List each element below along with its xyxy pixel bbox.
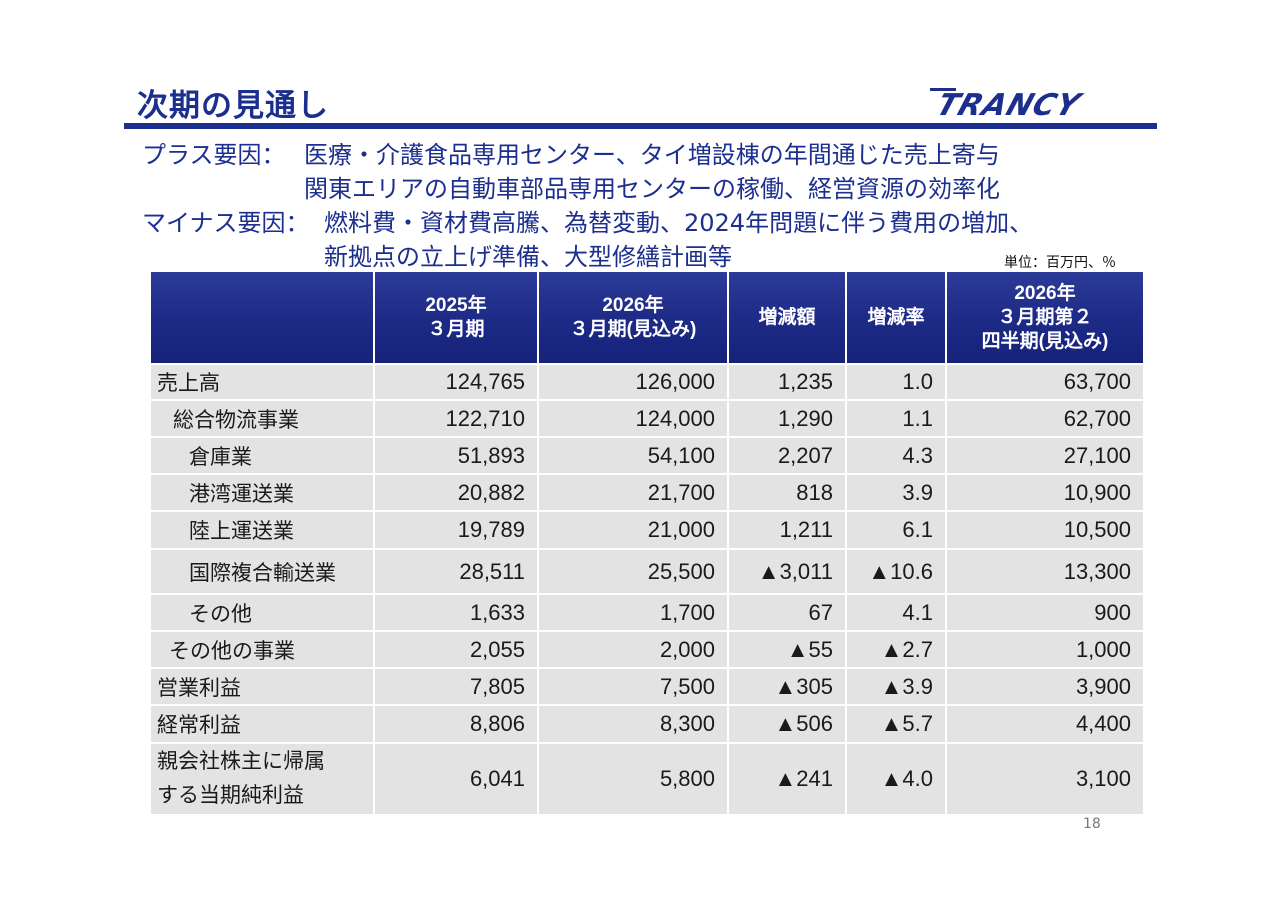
cell-value: 124,000	[537, 399, 729, 438]
cell-value: 1,211	[727, 510, 847, 550]
cell-value: 10,900	[945, 473, 1145, 512]
row-label: その他	[149, 593, 375, 632]
minus-factor-text-2: 新拠点の立上げ準備、大型修繕計画等	[324, 243, 732, 271]
cell-value: 2,055	[373, 630, 539, 669]
cell-value: 1,633	[373, 593, 539, 632]
table-row-warehouse: 倉庫業 51,893 54,100 2,207 4.3 27,100	[149, 436, 1145, 475]
unit-note: 単位：百万円、％	[1004, 255, 1116, 271]
cell-value: 1,700	[537, 593, 729, 632]
cell-value: 54,100	[537, 436, 729, 475]
row-label: 国際複合輸送業	[149, 548, 375, 595]
cell-value: 2,207	[727, 436, 847, 475]
svg-text:TRANCY: TRANCY	[932, 88, 1087, 120]
plus-factor-label: プラス要因：	[142, 141, 286, 169]
table-row-intl-multimodal: 国際複合輸送業 28,511 25,500 ▲3,011 ▲10.6 13,30…	[149, 548, 1145, 595]
cell-value: 4,400	[945, 704, 1145, 744]
cell-value: 62,700	[945, 399, 1145, 438]
table-row-other: その他 1,633 1,700 67 4.1 900	[149, 593, 1145, 632]
row-label: 売上高	[149, 363, 375, 401]
row-label: 総合物流事業	[149, 399, 375, 438]
title-rule	[124, 123, 1157, 129]
cell-value: 6,041	[373, 742, 539, 816]
cell-value: 6.1	[845, 510, 947, 550]
cell-value: 25,500	[537, 548, 729, 595]
header-q2-forecast: 2026年 ３月期第２ 四半期(見込み)	[945, 272, 1145, 364]
forecast-table: 2025年 ３月期 2026年 ３月期(見込み) 増減額 増減率 2026年 ３…	[149, 272, 1145, 816]
cell-value: ▲2.7	[845, 630, 947, 669]
cell-value: 21,000	[537, 510, 729, 550]
row-label: 親会社株主に帰属 する当期純利益	[149, 742, 375, 816]
header-label-col	[149, 272, 375, 364]
cell-value: 8,300	[537, 704, 729, 744]
cell-value: 4.3	[845, 436, 947, 475]
cell-value: 818	[727, 473, 847, 512]
cell-value: 3.9	[845, 473, 947, 512]
cell-value: 21,700	[537, 473, 729, 512]
table-row-land-transport: 陸上運送業 19,789 21,000 1,211 6.1 10,500	[149, 510, 1145, 550]
table-row-logistics: 総合物流事業 122,710 124,000 1,290 1.1 62,700	[149, 399, 1145, 438]
cell-value: 19,789	[373, 510, 539, 550]
cell-value: ▲4.0	[845, 742, 947, 816]
minus-factor-text-1: 燃料費・資材費高騰、為替変動、2024年問題に伴う費用の増加、	[324, 209, 1034, 237]
row-label: 経常利益	[149, 704, 375, 744]
cell-value: 1.0	[845, 363, 947, 401]
table-row-port-transport: 港湾運送業 20,882 21,700 818 3.9 10,900	[149, 473, 1145, 512]
cell-value: ▲506	[727, 704, 847, 744]
row-label: 港湾運送業	[149, 473, 375, 512]
cell-value: 124,765	[373, 363, 539, 401]
table-header-row: 2025年 ３月期 2026年 ３月期(見込み) 増減額 増減率 2026年 ３…	[149, 272, 1145, 364]
cell-value: 3,900	[945, 667, 1145, 706]
cell-value: 7,500	[537, 667, 729, 706]
cell-value: 7,805	[373, 667, 539, 706]
header-fy2026-forecast: 2026年 ３月期(見込み)	[537, 272, 729, 364]
cell-value: 28,511	[373, 548, 539, 595]
cell-value: 900	[945, 593, 1145, 632]
cell-value: 27,100	[945, 436, 1145, 475]
table-row-sales: 売上高 124,765 126,000 1,235 1.0 63,700	[149, 363, 1145, 401]
row-label: 陸上運送業	[149, 510, 375, 550]
trancy-logo: TRANCY	[930, 88, 1087, 120]
row-label: 倉庫業	[149, 436, 375, 475]
cell-value: ▲241	[727, 742, 847, 816]
cell-value: ▲3.9	[845, 667, 947, 706]
header-change-rate: 増減率	[845, 272, 947, 364]
cell-value: 13,300	[945, 548, 1145, 595]
cell-value: 1,290	[727, 399, 847, 438]
cell-value: ▲3,011	[727, 548, 847, 595]
cell-value: ▲55	[727, 630, 847, 669]
header-fy2025: 2025年 ３月期	[373, 272, 539, 364]
row-label: 営業利益	[149, 667, 375, 706]
row-label: その他の事業	[149, 630, 375, 669]
cell-value: 1,235	[727, 363, 847, 401]
cell-value: 20,882	[373, 473, 539, 512]
cell-value: 10,500	[945, 510, 1145, 550]
cell-value: 2,000	[537, 630, 729, 669]
table-row-net-profit: 親会社株主に帰属 する当期純利益 6,041 5,800 ▲241 ▲4.0 3…	[149, 742, 1145, 816]
plus-factor-text-2: 関東エリアの自動車部品専用センターの稼働、経営資源の効率化	[304, 175, 1000, 203]
cell-value: 1,000	[945, 630, 1145, 669]
cell-value: 67	[727, 593, 847, 632]
table-row-operating-profit: 営業利益 7,805 7,500 ▲305 ▲3.9 3,900	[149, 667, 1145, 706]
cell-value: 5,800	[537, 742, 729, 816]
header-change-amount: 増減額	[727, 272, 847, 364]
cell-value: 8,806	[373, 704, 539, 744]
cell-value: 63,700	[945, 363, 1145, 401]
cell-value: ▲10.6	[845, 548, 947, 595]
cell-value: ▲305	[727, 667, 847, 706]
cell-value: 4.1	[845, 593, 947, 632]
cell-value: 3,100	[945, 742, 1145, 816]
cell-value: ▲5.7	[845, 704, 947, 744]
minus-factor-label: マイナス要因：	[142, 209, 310, 237]
cell-value: 1.1	[845, 399, 947, 438]
cell-value: 126,000	[537, 363, 729, 401]
page-number: 18	[1083, 816, 1101, 832]
cell-value: 51,893	[373, 436, 539, 475]
page-title: 次期の見通し	[137, 88, 329, 124]
table-row-ordinary-profit: 経常利益 8,806 8,300 ▲506 ▲5.7 4,400	[149, 704, 1145, 744]
table-row-other-business: その他の事業 2,055 2,000 ▲55 ▲2.7 1,000	[149, 630, 1145, 669]
cell-value: 122,710	[373, 399, 539, 438]
plus-factor-text-1: 医療・介護食品専用センター、タイ増設棟の年間通じた売上寄与	[304, 141, 1000, 169]
